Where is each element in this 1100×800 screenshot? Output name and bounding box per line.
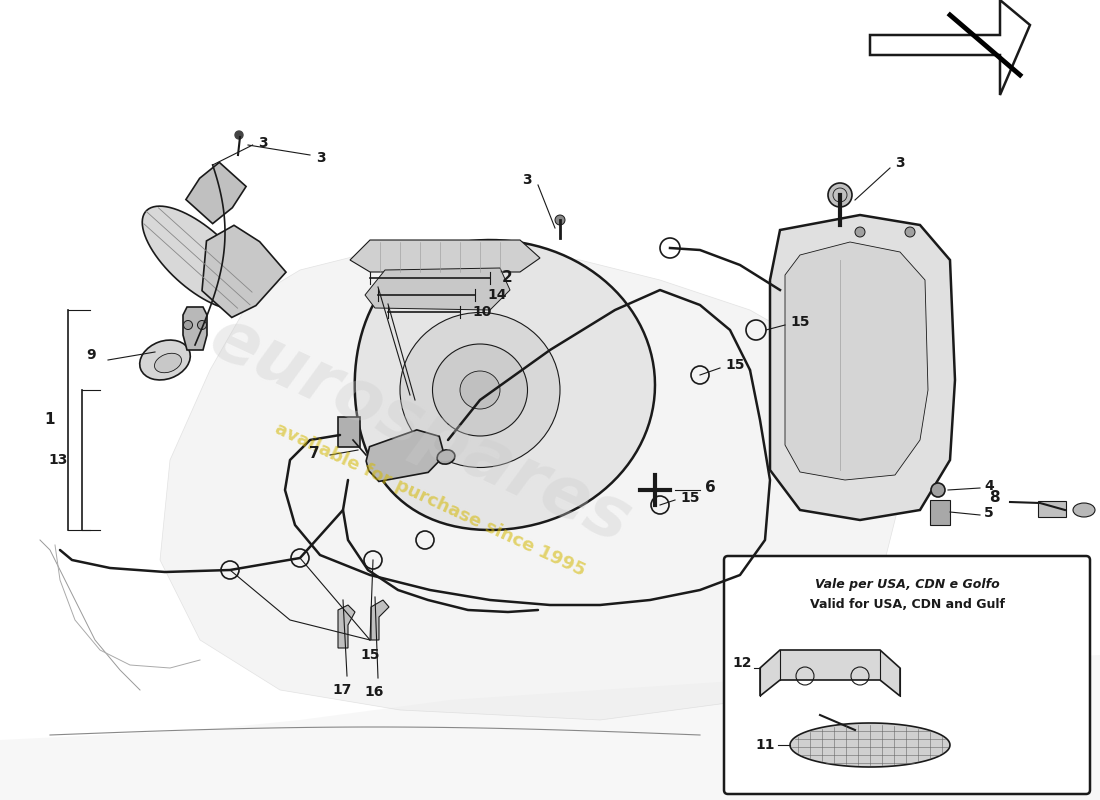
Polygon shape	[371, 600, 389, 640]
Text: 16: 16	[364, 685, 384, 699]
Bar	[1038, 501, 1066, 517]
Text: 1: 1	[45, 413, 55, 427]
Polygon shape	[160, 250, 900, 720]
Text: 11: 11	[756, 738, 775, 752]
Text: Vale per USA, CDN e Golfo: Vale per USA, CDN e Golfo	[815, 578, 1000, 591]
Polygon shape	[770, 215, 955, 520]
Polygon shape	[785, 242, 928, 480]
Text: Valid for USA, CDN and Gulf: Valid for USA, CDN and Gulf	[810, 598, 1004, 611]
Bar	[338, 417, 360, 447]
Circle shape	[235, 131, 243, 139]
Polygon shape	[870, 0, 1030, 95]
Polygon shape	[142, 206, 254, 310]
Bar	[930, 500, 950, 525]
Ellipse shape	[400, 313, 560, 467]
Text: 8: 8	[989, 490, 1000, 506]
Polygon shape	[760, 650, 900, 696]
Text: 15: 15	[680, 491, 700, 505]
Text: 14: 14	[487, 288, 506, 302]
Polygon shape	[186, 162, 246, 224]
Circle shape	[198, 321, 207, 330]
Polygon shape	[354, 240, 654, 530]
Ellipse shape	[154, 354, 182, 373]
Polygon shape	[338, 605, 355, 648]
Text: 15: 15	[361, 648, 379, 662]
Polygon shape	[790, 723, 950, 767]
Polygon shape	[365, 268, 510, 310]
Ellipse shape	[437, 450, 455, 464]
Circle shape	[905, 227, 915, 237]
Polygon shape	[183, 307, 207, 350]
Polygon shape	[350, 240, 540, 272]
Polygon shape	[202, 226, 286, 318]
Ellipse shape	[460, 371, 500, 409]
Circle shape	[828, 183, 852, 207]
Polygon shape	[0, 655, 1100, 800]
Ellipse shape	[1072, 503, 1094, 517]
Text: 15: 15	[725, 358, 745, 372]
Text: 6: 6	[705, 481, 716, 495]
Text: 9: 9	[87, 348, 96, 362]
Text: 4: 4	[984, 479, 993, 493]
Text: 15: 15	[790, 315, 810, 329]
Polygon shape	[366, 430, 444, 482]
Text: available for purchase since 1995: available for purchase since 1995	[272, 420, 588, 580]
Text: 3: 3	[257, 136, 267, 150]
Circle shape	[931, 483, 945, 497]
Ellipse shape	[432, 344, 528, 436]
Circle shape	[847, 725, 864, 741]
Text: 13: 13	[48, 453, 68, 467]
Text: 3: 3	[895, 156, 904, 170]
Text: 7: 7	[309, 446, 320, 461]
Text: 12: 12	[733, 656, 752, 670]
Text: 5: 5	[984, 506, 993, 520]
Text: 10: 10	[472, 305, 492, 319]
Circle shape	[184, 321, 192, 330]
Text: eurospares: eurospares	[198, 302, 641, 558]
Text: 3: 3	[316, 151, 326, 165]
Ellipse shape	[140, 340, 190, 380]
FancyBboxPatch shape	[724, 556, 1090, 794]
Text: 2: 2	[502, 270, 513, 286]
Circle shape	[855, 227, 865, 237]
Text: 3: 3	[522, 173, 532, 187]
Circle shape	[556, 215, 565, 225]
Text: 17: 17	[332, 683, 352, 697]
